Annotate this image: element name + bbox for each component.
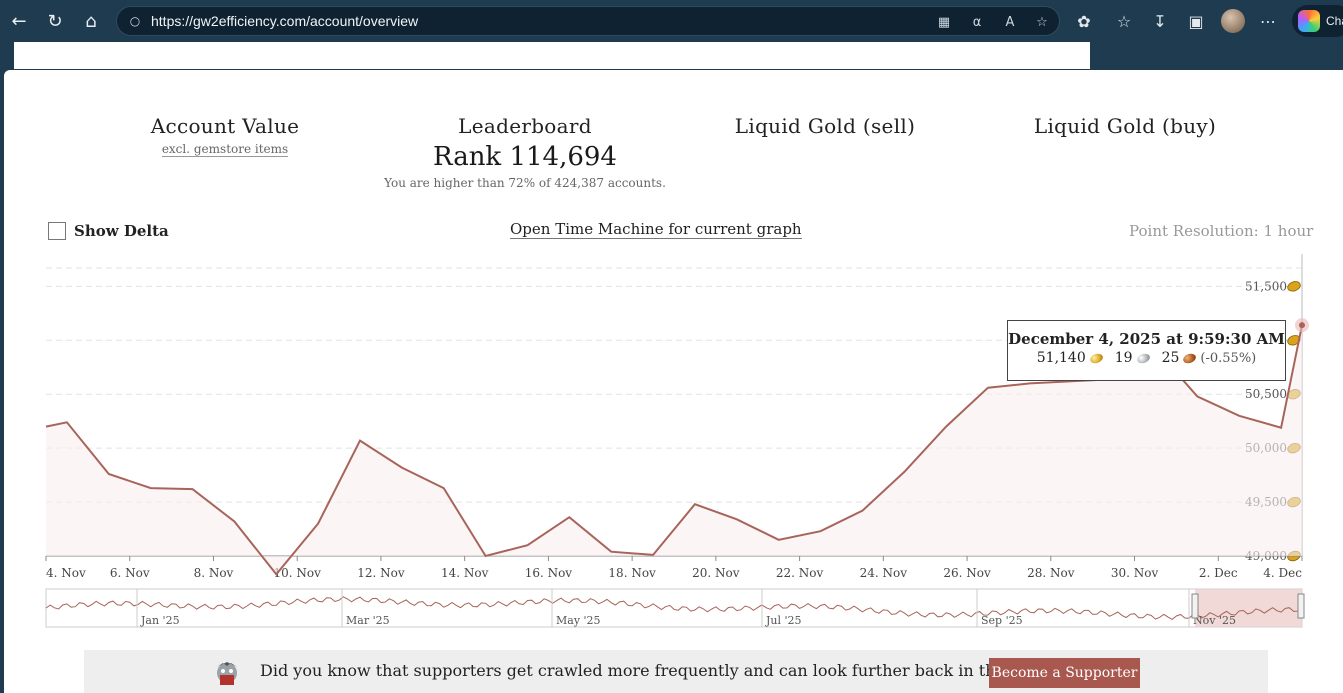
x-tick-label: 20. Nov <box>692 566 740 580</box>
navigator-handle <box>1297 593 1305 619</box>
leaderboard-title: Leaderboard <box>458 114 592 138</box>
copilot-button[interactable]: Cha <box>1292 5 1343 37</box>
browser-strip-left <box>0 42 14 69</box>
time-machine-link[interactable]: Open Time Machine for current graph <box>510 220 802 239</box>
hover-point <box>1299 322 1305 329</box>
navigator-label: Nov '25 <box>1193 614 1236 627</box>
downloads-icon[interactable]: ↧ <box>1153 11 1167 31</box>
tooltip-values: 51,140 19 25 (-0.55%) <box>1008 350 1285 366</box>
copilot-icon <box>1298 10 1320 32</box>
x-tick-label: 10. Nov <box>273 566 321 580</box>
supporter-banner: Did you know that supporters get crawled… <box>84 650 1268 693</box>
leaderboard-stat: Leaderboard Rank 114,694 You are higher … <box>375 114 675 190</box>
lock-icon[interactable]: ○ <box>129 14 141 28</box>
show-delta-label: Show Delta <box>74 222 169 240</box>
x-tick-label: 22. Nov <box>776 566 824 580</box>
page-top-strip <box>14 42 1090 69</box>
favorites-icon[interactable]: ☆ <box>1116 11 1132 31</box>
become-supporter-button[interactable]: Become a Supporter <box>989 658 1140 688</box>
back-icon[interactable]: ← <box>11 10 27 32</box>
gemstore-toggle[interactable]: excl. gemstore items <box>161 142 289 157</box>
mascot-icon <box>217 662 237 685</box>
navigator-frame <box>45 588 1303 628</box>
point-resolution-select[interactable]: Point Resolution: 1 hour <box>1129 222 1314 240</box>
navigator-selection <box>1195 589 1302 627</box>
tooltip-gold: 51,140 <box>1036 350 1086 366</box>
navigator-line <box>45 596 1303 620</box>
x-tick-label: 14. Nov <box>441 566 489 580</box>
tooltip-date: December 4, 2025 at 9:59:30 AM <box>1008 330 1285 348</box>
liquid-gold-sell-title: Liquid Gold (sell) <box>734 114 916 138</box>
home-icon[interactable]: ⌂ <box>85 10 97 32</box>
chart-navigator[interactable]: Jan '25 Mar '25 May '25 Jul '25 Sep '25 Nov '… <box>4 585 1343 630</box>
chart-tooltip: December 4, 2025 at 9:59:30 AM 51,140 19… <box>1007 320 1286 381</box>
show-delta-checkbox[interactable] <box>48 222 66 240</box>
leaderboard-note: You are higher than 72% of 424,387 accou… <box>384 176 666 190</box>
page-content: Account Value excl. gemstore items Leade… <box>4 70 1343 693</box>
silver-coin-icon <box>1135 351 1151 365</box>
navigator-handle <box>1191 593 1199 619</box>
x-tick-label: 4. Dec <box>1263 566 1302 580</box>
navigator-label: Jan '25 <box>140 614 180 627</box>
screenshot-icon[interactable]: ▣ <box>1188 11 1204 31</box>
browser-toolbar: ← ↻ ⌂ ○ https://gw2efficiency.com/accoun… <box>0 0 1343 42</box>
y-tick-label: 51,500 <box>1245 279 1287 293</box>
y-tick-label: 50,500 <box>1245 387 1287 401</box>
x-tick-label: 8. Nov <box>194 566 234 580</box>
x-tick-label: 16. Nov <box>525 566 573 580</box>
navigator-label: Mar '25 <box>346 614 390 627</box>
x-tick-label: 12. Nov <box>357 566 405 580</box>
show-delta-toggle[interactable]: Show Delta <box>48 222 169 240</box>
x-tick-label: 28. Nov <box>1027 566 1075 580</box>
x-tick-label: 30. Nov <box>1111 566 1159 580</box>
copper-coin-icon <box>1182 351 1198 365</box>
x-tick-label: 24. Nov <box>860 566 908 580</box>
favorite-star-icon[interactable]: ☆ <box>1036 14 1048 30</box>
refresh-icon[interactable]: ↻ <box>47 10 63 32</box>
url-text[interactable]: https://gw2efficiency.com/account/overvi… <box>151 13 419 29</box>
x-tick-label: 2. Dec <box>1199 566 1238 580</box>
avatar[interactable] <box>1221 9 1245 33</box>
extensions-icon[interactable]: ✿ <box>1077 11 1091 31</box>
banner-message: Did you know that supporters get crawled… <box>260 661 1088 680</box>
tooltip-silver: 19 <box>1114 350 1133 366</box>
x-tick-label: 4. Nov <box>46 566 86 580</box>
account-value-stat: Account Value excl. gemstore items <box>125 114 325 157</box>
address-bar[interactable]: ○ https://gw2efficiency.com/account/over… <box>116 6 1060 36</box>
read-aloud-icon[interactable]: A <box>1005 14 1015 30</box>
x-tick-label: 26. Nov <box>943 566 991 580</box>
app-available-icon[interactable]: ▦ <box>937 14 951 30</box>
x-tick-label: 6. Nov <box>110 566 150 580</box>
more-icon[interactable]: ⋯ <box>1260 11 1276 31</box>
x-tick-label: 18. Nov <box>608 566 656 580</box>
navigator-label: Sep '25 <box>981 614 1023 627</box>
tooltip-change: (-0.55%) <box>1200 350 1257 366</box>
translate-icon[interactable]: α <box>972 14 982 30</box>
gold-coin-icon <box>1088 351 1104 365</box>
liquid-gold-buy-stat: Liquid Gold (buy) <box>1005 114 1245 138</box>
leaderboard-rank[interactable]: Rank 114,694 <box>433 142 617 172</box>
account-value-title: Account Value <box>150 114 300 138</box>
navigator-label: Jul '25 <box>765 614 802 627</box>
copilot-label: Cha <box>1326 14 1343 28</box>
liquid-gold-sell-stat: Liquid Gold (sell) <box>705 114 945 138</box>
liquid-gold-buy-title: Liquid Gold (buy) <box>1033 114 1217 138</box>
tooltip-copper: 25 <box>1161 350 1180 366</box>
series-area <box>46 325 1302 575</box>
gold-coin-icon <box>1287 281 1301 292</box>
navigator-label: May '25 <box>556 614 601 627</box>
